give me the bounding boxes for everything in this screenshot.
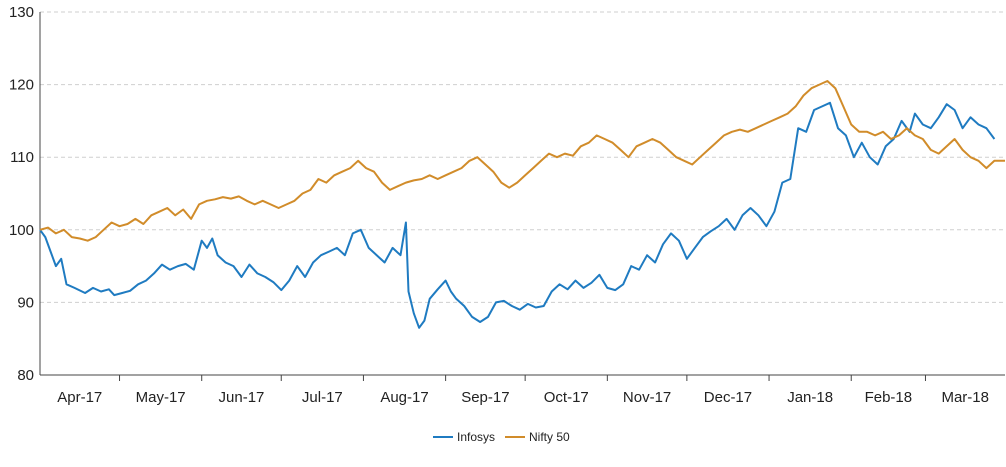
x-tick-label: Nov-17 — [623, 389, 671, 406]
legend-label-nifty-50: Nifty 50 — [529, 430, 570, 444]
y-tick-label: 120 — [9, 77, 34, 94]
y-tick-label: 80 — [17, 367, 34, 384]
x-tick-label: Dec-17 — [704, 389, 752, 406]
x-tick-label: Sep-17 — [461, 389, 509, 406]
x-tick-label: Jun-17 — [219, 389, 265, 406]
series-lines — [39, 80, 1005, 329]
x-tick-label: Aug-17 — [380, 389, 428, 406]
x-tick-label: Jul-17 — [302, 389, 343, 406]
x-tick-label: Mar-18 — [941, 389, 989, 406]
y-tick-label: 130 — [9, 4, 34, 21]
series-line-nifty-50 — [39, 80, 1005, 242]
y-tick-label: 90 — [17, 294, 34, 311]
x-tick-label: Apr-17 — [57, 389, 102, 406]
grid-lines — [40, 11, 1005, 303]
x-tick-label: Jan-18 — [787, 389, 833, 406]
x-axis-ticks: Apr-17 May-17 Jun-17 Jul-17 Aug-17 Sep-17 Oct-… — [57, 375, 989, 406]
y-axis-tick-labels: 80 90 100 110 120 130 — [9, 4, 34, 384]
series-line-infosys — [39, 101, 996, 329]
x-tick-label: Oct-17 — [544, 389, 589, 406]
x-tick-label: May-17 — [136, 389, 186, 406]
legend-label-infosys: Infosys — [457, 430, 495, 444]
y-tick-label: 100 — [9, 222, 34, 239]
y-tick-label: 110 — [10, 149, 34, 166]
x-tick-label: Feb-18 — [865, 389, 913, 406]
legend: Infosys Nifty 50 — [433, 430, 570, 444]
